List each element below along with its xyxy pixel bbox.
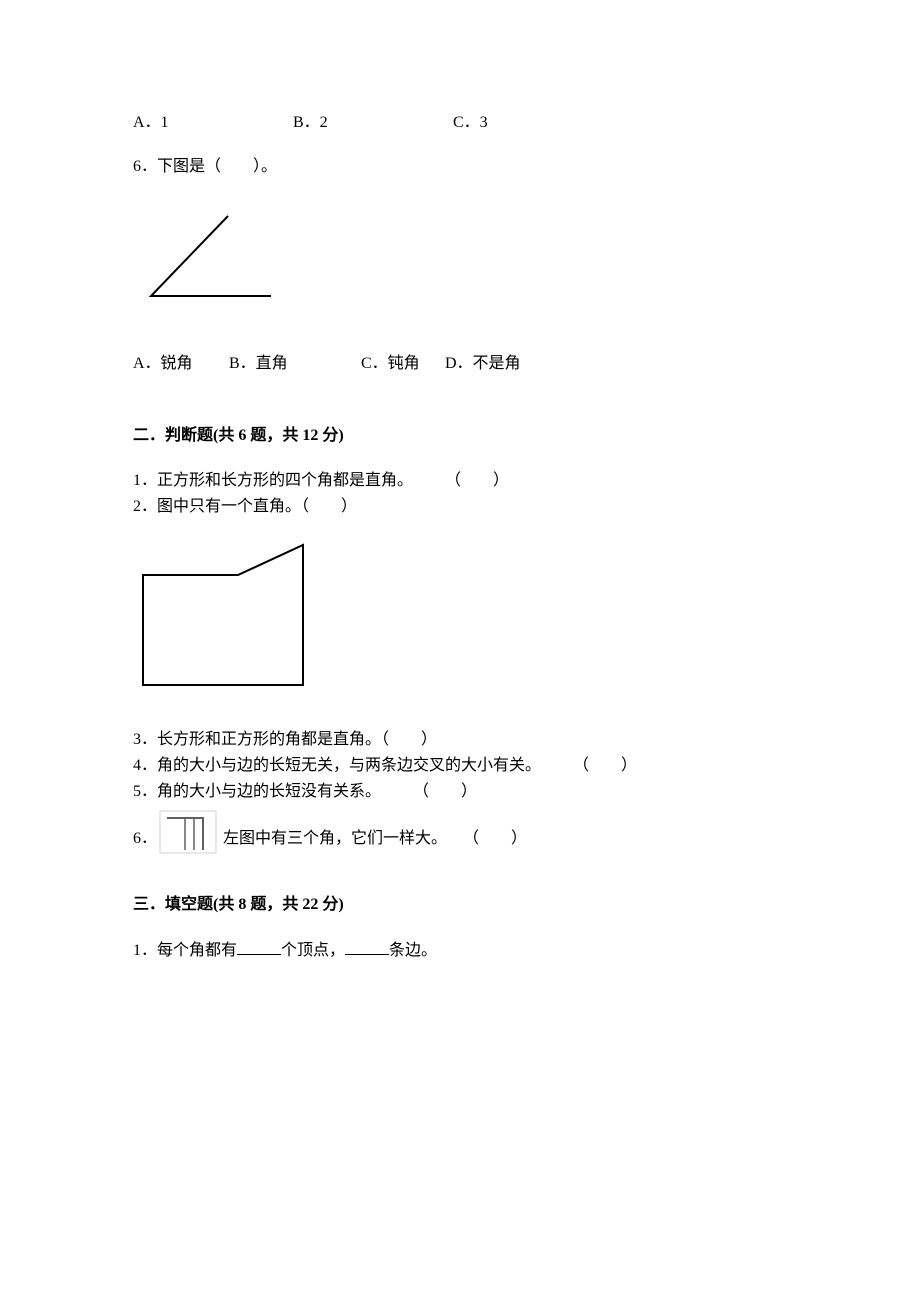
section3-title-text: 三．填空题(共 8 题，共 22 分) — [133, 896, 344, 913]
opt-c: C．钝角 — [361, 349, 441, 373]
s2-q5: 5．角的大小与边的长短没有关系。 （ ） — [133, 780, 787, 804]
q6-options: A．锐角 B．直角 C．钝角 D．不是角 — [133, 349, 787, 373]
s2-q6-row: 6． 左图中有三个角，它们一样大。 （ ） — [133, 810, 787, 854]
blank-1 — [237, 939, 281, 955]
s3-q1-a: 1．每个角都有 — [133, 942, 237, 959]
opt-a: A．1 — [133, 108, 289, 132]
s3-q1-b: 个顶点， — [281, 942, 345, 959]
q5-options: A．1 B．2 C．3 — [133, 108, 787, 132]
q6-stem: 6．下图是（ ）。 — [133, 154, 787, 180]
opt-b: B．直角 — [229, 349, 357, 373]
section2-title: 二．判断题(共 6 题，共 12 分) — [133, 421, 787, 445]
s2-q2: 2．图中只有一个直角。（ ） — [133, 495, 787, 519]
s3-q1-c: 条边。 — [389, 942, 437, 959]
s2-q3: 3．长方形和正方形的角都是直角。（ ） — [133, 728, 787, 752]
s2-q1: 1．正方形和长方形的四个角都是直角。 （ ） — [133, 469, 787, 493]
s2-q6-prefix: 6． — [133, 824, 157, 848]
s2-q6-text: 左图中有三个角，它们一样大。 （ ） — [223, 824, 527, 848]
opt-a: A．锐角 — [133, 349, 225, 373]
opt-c: C．3 — [453, 108, 488, 132]
s2-q6-mini-figure — [159, 810, 217, 854]
s2-q4: 4．角的大小与边的长短无关，与两条边交叉的大小有关。 （ ） — [133, 754, 787, 778]
opt-b: B．2 — [293, 108, 449, 132]
q6-angle-figure — [133, 208, 787, 313]
blank-2 — [345, 939, 389, 955]
opt-d: D．不是角 — [445, 349, 521, 373]
section3-title: 三．填空题(共 8 题，共 22 分) — [133, 890, 787, 914]
s2-q2-figure — [133, 535, 787, 700]
s3-q1: 1．每个角都有 个顶点， 条边。 — [133, 938, 787, 964]
